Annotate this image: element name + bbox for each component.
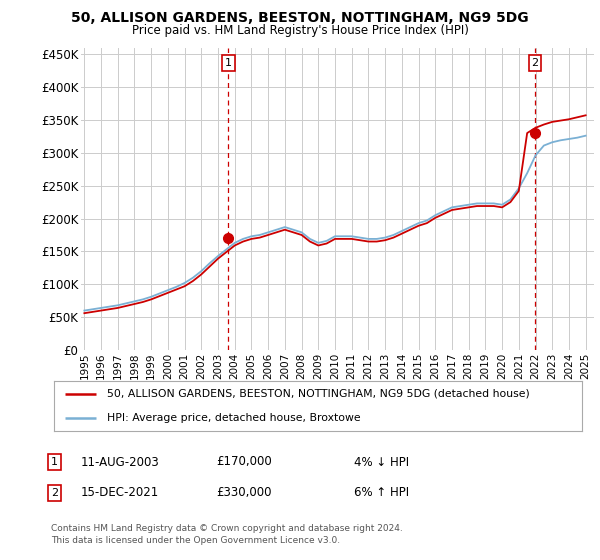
- Text: £170,000: £170,000: [216, 455, 272, 469]
- Text: Price paid vs. HM Land Registry's House Price Index (HPI): Price paid vs. HM Land Registry's House …: [131, 24, 469, 36]
- Text: 15-DEC-2021: 15-DEC-2021: [81, 486, 159, 500]
- Text: 2: 2: [531, 58, 538, 68]
- Text: 1: 1: [225, 58, 232, 68]
- Text: 11-AUG-2003: 11-AUG-2003: [81, 455, 160, 469]
- Text: 2: 2: [51, 488, 58, 498]
- Text: 4% ↓ HPI: 4% ↓ HPI: [354, 455, 409, 469]
- Text: 50, ALLISON GARDENS, BEESTON, NOTTINGHAM, NG9 5DG: 50, ALLISON GARDENS, BEESTON, NOTTINGHAM…: [71, 11, 529, 25]
- Text: HPI: Average price, detached house, Broxtowe: HPI: Average price, detached house, Brox…: [107, 413, 361, 423]
- Text: Contains HM Land Registry data © Crown copyright and database right 2024.
This d: Contains HM Land Registry data © Crown c…: [51, 524, 403, 545]
- Text: 1: 1: [51, 457, 58, 467]
- Text: £330,000: £330,000: [216, 486, 271, 500]
- Text: 6% ↑ HPI: 6% ↑ HPI: [354, 486, 409, 500]
- Text: 50, ALLISON GARDENS, BEESTON, NOTTINGHAM, NG9 5DG (detached house): 50, ALLISON GARDENS, BEESTON, NOTTINGHAM…: [107, 389, 530, 399]
